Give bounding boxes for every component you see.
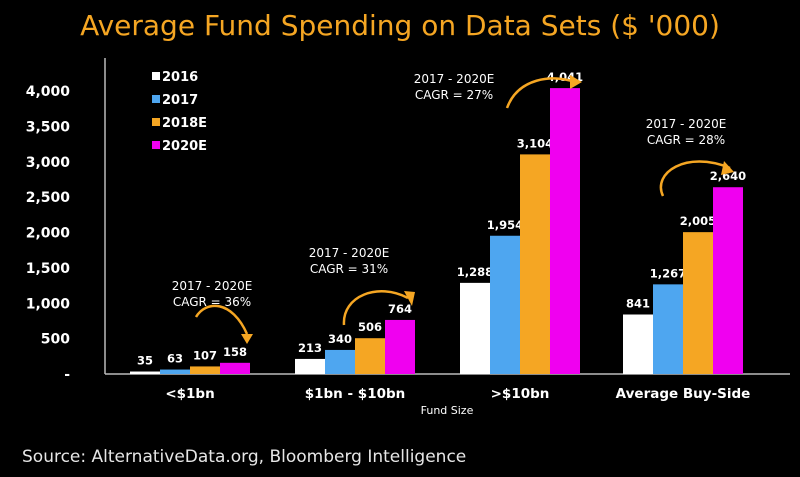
bar-value-label: 213 bbox=[298, 341, 322, 355]
x-category-label: Average Buy-Side bbox=[616, 386, 751, 402]
bar-value-label: 2,005 bbox=[680, 214, 716, 228]
bar-value-label: 1,267 bbox=[650, 266, 686, 280]
legend-label: 2016 bbox=[162, 70, 198, 85]
bar bbox=[160, 369, 190, 374]
cagr-period-label: 2017 - 2020E bbox=[309, 246, 390, 260]
bar bbox=[683, 232, 713, 374]
bar-value-label: 2,640 bbox=[710, 169, 746, 183]
bar-value-label: 506 bbox=[358, 320, 382, 334]
curved-arrow-icon bbox=[505, 77, 576, 109]
legend-label: 2017 bbox=[162, 93, 198, 108]
bar bbox=[295, 358, 325, 374]
bar-value-label: 107 bbox=[193, 348, 217, 362]
legend-label: 2018E bbox=[162, 116, 207, 131]
cagr-period-label: 2017 - 2020E bbox=[172, 279, 253, 293]
y-tick-label: 4,000 bbox=[26, 84, 71, 100]
legend-swatch bbox=[152, 118, 160, 126]
legend-label: 2020E bbox=[162, 139, 207, 154]
bar-value-label: 764 bbox=[388, 302, 412, 316]
bar bbox=[713, 187, 743, 374]
bar bbox=[653, 284, 683, 374]
y-tick-label: 2,500 bbox=[26, 190, 71, 206]
bar bbox=[460, 282, 490, 374]
x-category-label: $1bn - $10bn bbox=[305, 386, 406, 402]
y-tick-label: 1,500 bbox=[26, 261, 71, 277]
curved-arrow-icon bbox=[342, 290, 409, 326]
y-tick-label: 1,000 bbox=[26, 296, 71, 312]
curved-arrow-icon bbox=[194, 304, 249, 335]
y-tick-label: 3,500 bbox=[26, 119, 71, 135]
bar-value-label: 841 bbox=[626, 296, 650, 310]
x-axis-title: Fund Size bbox=[421, 404, 474, 417]
source-note: Source: AlternativeData.org, Bloomberg I… bbox=[22, 447, 467, 467]
legend-swatch bbox=[152, 72, 160, 80]
legend-swatch bbox=[152, 95, 160, 103]
bar-chart: - 500 1,000 1,500 2,000 2,500 3,000 3,500 4,000 3… bbox=[26, 58, 790, 417]
bar bbox=[130, 371, 160, 374]
bar bbox=[325, 349, 355, 374]
cagr-period-label: 2017 - 2020E bbox=[646, 117, 727, 131]
bar-value-label: 35 bbox=[137, 354, 153, 368]
bar-value-label: 1,288 bbox=[457, 265, 493, 279]
bar bbox=[385, 319, 415, 374]
bar bbox=[220, 362, 250, 374]
y-tick-label: 500 bbox=[41, 332, 70, 348]
bar-value-label: 158 bbox=[223, 345, 247, 359]
arrowhead-icon bbox=[721, 161, 734, 175]
y-tick-label: - bbox=[64, 367, 70, 383]
bar-value-label: 3,104 bbox=[517, 136, 553, 150]
curved-arrow-icon bbox=[659, 160, 731, 197]
y-tick-label: 2,000 bbox=[26, 226, 71, 242]
bar bbox=[355, 338, 385, 374]
arrowhead-icon bbox=[404, 291, 415, 306]
cagr-value-label: CAGR = 36% bbox=[173, 295, 251, 309]
bar bbox=[190, 366, 220, 374]
arrowhead-icon bbox=[241, 334, 253, 344]
bar bbox=[623, 314, 653, 374]
cagr-value-label: CAGR = 28% bbox=[647, 133, 725, 147]
bar bbox=[520, 154, 550, 374]
bar bbox=[550, 88, 580, 375]
arrowhead-icon bbox=[570, 75, 582, 89]
cagr-period-label: 2017 - 2020E bbox=[414, 72, 495, 86]
bar-value-label: 1,954 bbox=[487, 218, 523, 232]
y-tick-label: 3,000 bbox=[26, 155, 71, 171]
bar bbox=[490, 235, 520, 374]
x-category-label: <$1bn bbox=[165, 386, 214, 402]
cagr-value-label: CAGR = 27% bbox=[415, 88, 493, 102]
cagr-value-label: CAGR = 31% bbox=[310, 262, 388, 276]
x-category-label: >$10bn bbox=[491, 386, 550, 402]
bar-value-label: 340 bbox=[328, 332, 352, 346]
bar-value-label: 63 bbox=[167, 352, 183, 366]
legend-swatch bbox=[152, 141, 160, 149]
chart-title: Average Fund Spending on Data Sets ($ '0… bbox=[80, 9, 720, 42]
